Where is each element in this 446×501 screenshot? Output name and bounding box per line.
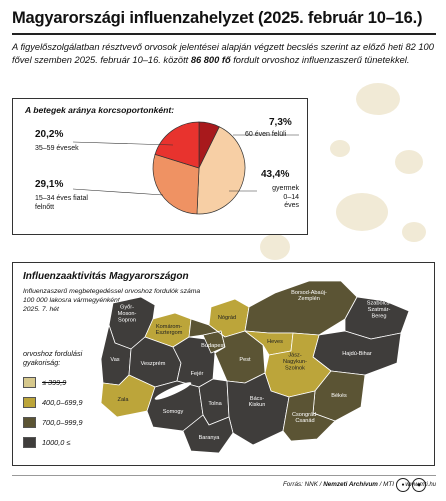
archive-logo-icon: ◆ — [412, 478, 426, 492]
map-subtitle-line2: 100 000 lakosra vármegyénként — [23, 297, 120, 304]
background-blob — [330, 140, 350, 157]
slice-label-middle-age: 35–59 évesek — [35, 145, 79, 152]
legend-label: 1000,0 ≤ — [42, 438, 71, 447]
page-title: Magyarországi influenzahelyzet (2025. fe… — [12, 9, 423, 27]
map-label-veszprem: Veszprém — [141, 361, 166, 367]
background-blob — [260, 234, 290, 260]
map-subtitle-line3: 2025. 7. hét — [23, 306, 59, 313]
map-label-fejer: Fejér — [191, 371, 204, 377]
slice-value-children: 43,4% — [261, 169, 290, 180]
source-credit: Forrás: NNK / Nemzeti Archívum / MTI — [282, 481, 394, 488]
legend-label: 400,0–699,9 — [42, 398, 83, 407]
mti-logo-icon: ● — [396, 478, 410, 492]
slice-label-60plus: 60 éven felüli — [245, 131, 287, 138]
map-label-heves: Heves — [267, 339, 283, 345]
background-blob — [356, 83, 400, 115]
intro-highlight: 86 800 fő — [190, 55, 231, 65]
county-csongrad-csanad — [282, 390, 336, 442]
pie-chart-title: A betegek aránya korcsoportonként: — [25, 105, 175, 115]
map-label-borsod: Borsod-Abaúj-Zemplén — [291, 290, 327, 302]
map-label-csongrad: Csongrád-Csanád — [292, 412, 318, 424]
legend-label: ≤ 399,9 — [42, 378, 67, 387]
background-blob — [402, 222, 426, 242]
background-blob — [336, 193, 388, 231]
background-blob — [395, 150, 423, 174]
map-label-zala: Zala — [118, 397, 130, 403]
map-legend: orvoshoz fordulási gyakoriság: ≤ 399,9 40… — [23, 349, 113, 459]
map-label-pest: Pest — [239, 357, 251, 363]
slice-value-60plus: 7,3% — [269, 117, 292, 128]
slice-value-young-adult: 29,1% — [35, 179, 64, 190]
map-label-tolna: Tolna — [208, 401, 222, 407]
map-label-szolnok: Jász-Nagykun-Szolnok — [283, 353, 307, 372]
website-link[interactable]: www.mti.hu — [405, 482, 436, 488]
map-label-somogy: Somogy — [163, 409, 184, 415]
pie-chart-panel: A betegek aránya korcsoportonként: 7,3% … — [12, 98, 308, 235]
map-label-nograd: Nógrád — [218, 315, 236, 321]
lake-balaton — [154, 382, 192, 400]
leader-middle-age — [72, 141, 174, 146]
pie-chart — [72, 121, 299, 215]
map-label-hajdu: Hajdú-Bihar — [342, 351, 372, 357]
hungary-map: Győr-Moson-Sopron Komárom-Esztergom Nógr… — [100, 280, 410, 454]
legend-swatch — [23, 417, 36, 428]
slice-label-children: gyermek 0–14 éves — [272, 185, 299, 209]
footer-divider — [12, 475, 436, 476]
slice-value-middle-age: 20,2% — [35, 129, 64, 140]
slice-label-young-adult: 15–34 éves fiatal felnőtt — [35, 195, 88, 211]
map-label-komarom: Komárom-Esztergom — [156, 324, 183, 336]
pie-slice-young-adult — [152, 153, 200, 215]
map-label-bacs: Bács-Kiskun — [249, 396, 266, 408]
map-label-baranya: Baranya — [199, 435, 221, 441]
legend-swatch — [23, 377, 36, 388]
legend-label: 700,0–999,9 — [42, 418, 83, 427]
map-panel: Influenzaaktivitás Magyarországon Influe… — [12, 262, 435, 466]
legend-swatch — [23, 437, 36, 448]
title-divider — [12, 33, 436, 35]
map-title: Influenzaaktivitás Magyarországon — [23, 271, 189, 282]
pie-slice-children — [196, 126, 246, 215]
legend-swatch — [23, 397, 36, 408]
county-baranya — [182, 414, 234, 454]
leader-young-adult — [72, 188, 164, 196]
legend-title: orvoshoz fordulási gyakoriság: — [23, 349, 83, 367]
intro-text: A figyelőszolgálatban résztvevő orvosok … — [12, 42, 434, 65]
pie-slice-middle-age — [154, 121, 200, 169]
map-label-budapest: Budapest — [201, 343, 225, 349]
map-label-gyor: Győr-Moson-Sopron — [118, 305, 137, 324]
map-label-vas: Vas — [110, 357, 119, 363]
map-subtitle-line1: Influenzaszerű megbetegedéssel orvoshoz … — [23, 288, 201, 295]
map-label-szabolcs: Szabolcs-Szatmár-Bereg — [367, 301, 392, 320]
map-label-bekes: Békés — [331, 393, 347, 399]
